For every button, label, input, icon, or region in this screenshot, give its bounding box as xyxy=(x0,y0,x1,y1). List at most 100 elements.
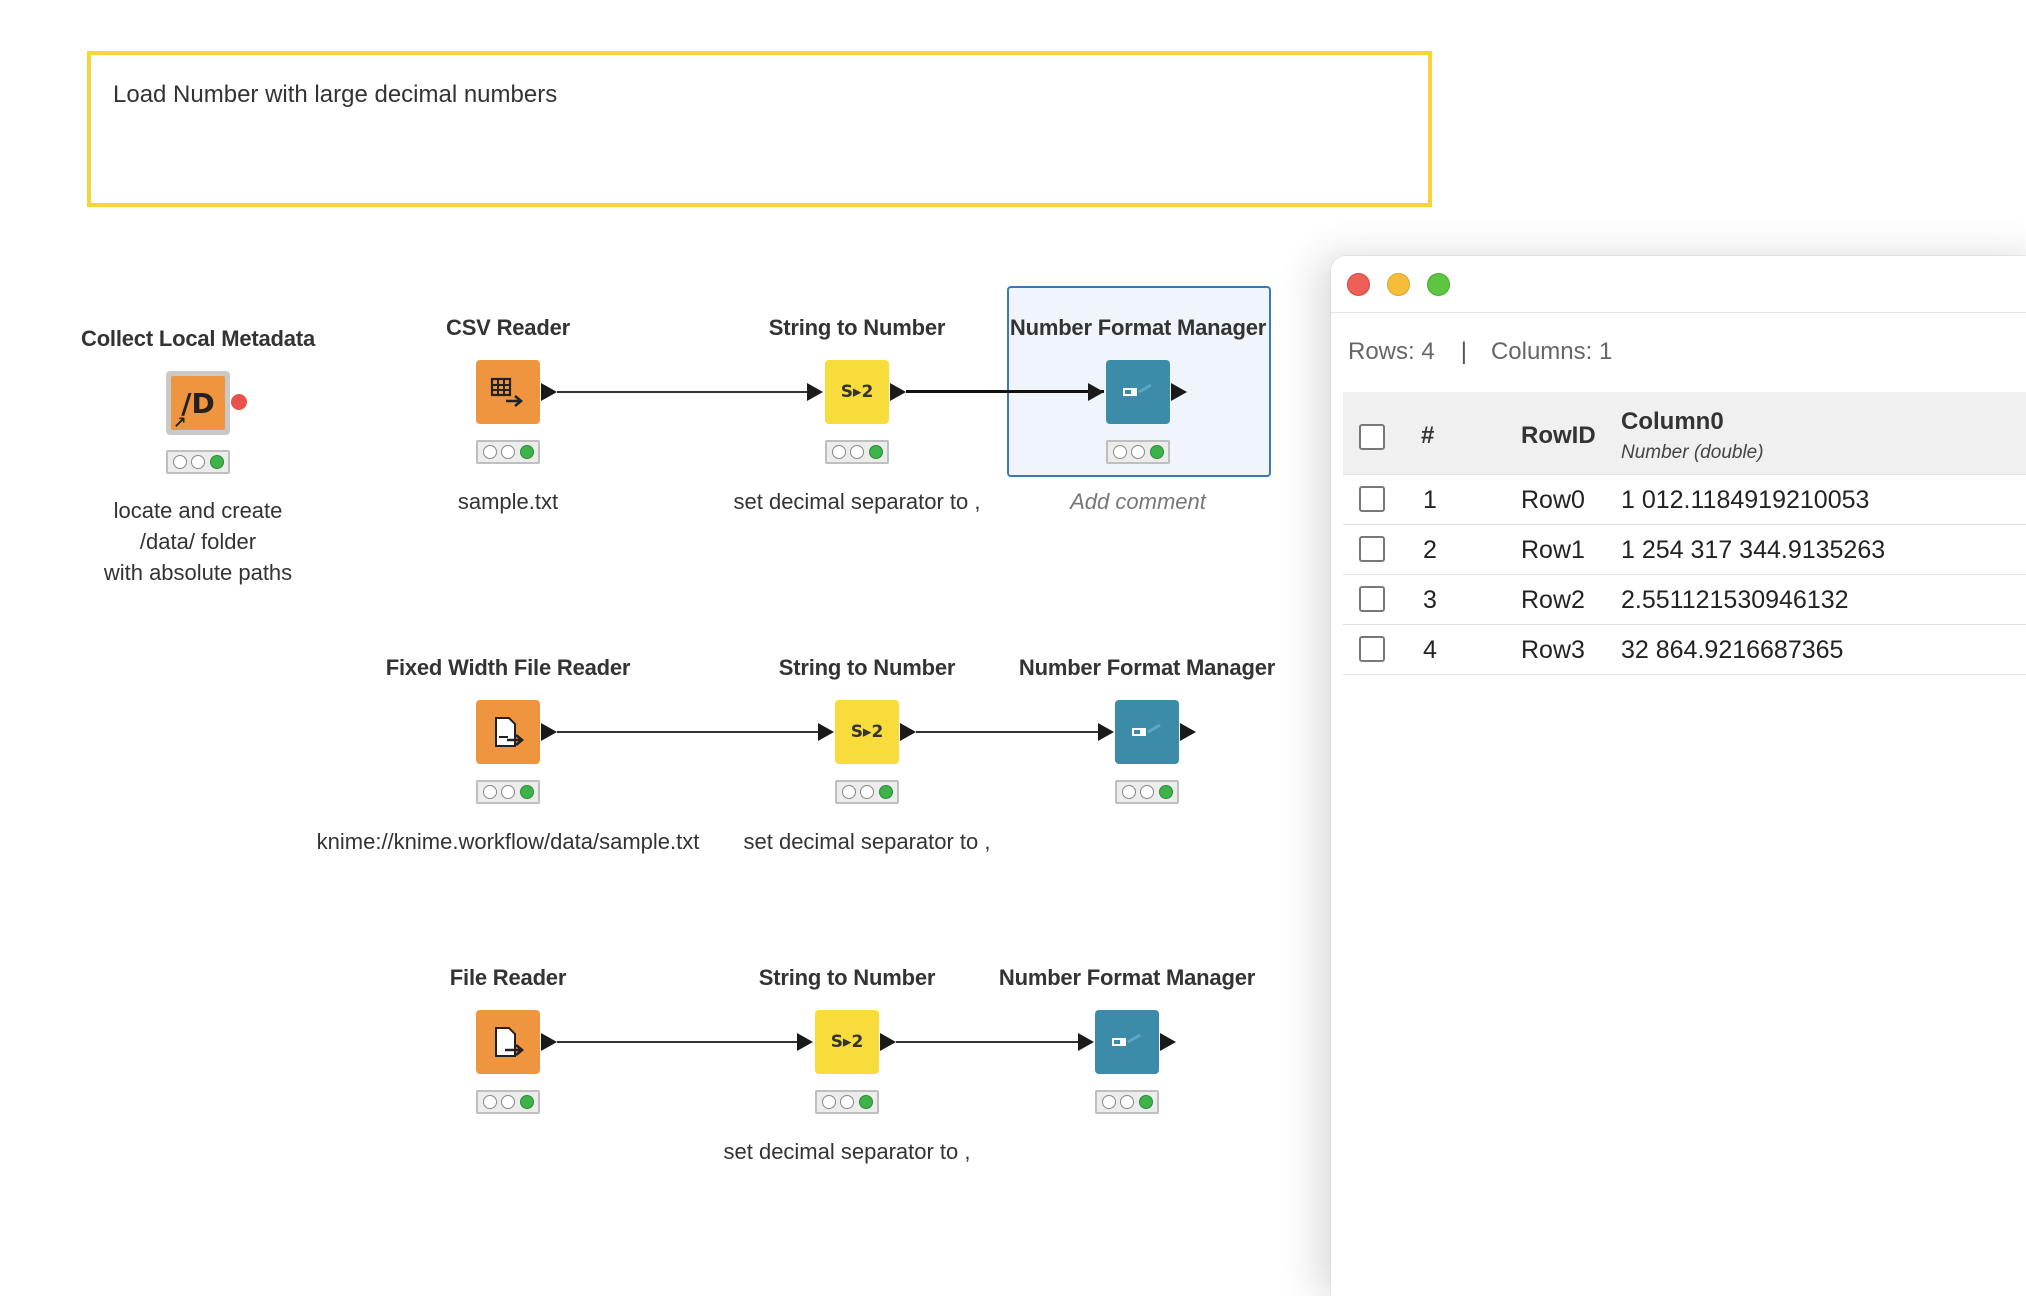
node-comment-fixed-width-reader[interactable]: knime://knime.workflow/data/sample.txt xyxy=(316,829,700,854)
node-status-light xyxy=(476,440,540,464)
string-to-number-node[interactable]: S▸2 xyxy=(825,360,889,424)
table-row[interactable]: 1 Row0 1 012.1184919210053 xyxy=(1343,474,2026,525)
node-title-csv-reader: CSV Reader xyxy=(446,315,570,340)
output-port[interactable] xyxy=(541,383,557,401)
table-import-icon xyxy=(490,377,524,407)
row-id: Row0 xyxy=(1521,486,1585,514)
maximize-window-button[interactable] xyxy=(1427,273,1450,296)
node-comment-string-to-number[interactable]: set decimal separator to , xyxy=(723,1139,971,1164)
connection-line[interactable] xyxy=(557,391,807,393)
row-id: Row1 xyxy=(1521,536,1585,564)
file-reader-node[interactable] xyxy=(476,1010,540,1074)
table-row[interactable]: 4 Row3 32 864.9216687365 xyxy=(1343,624,2026,675)
header-index[interactable]: # xyxy=(1421,422,1435,449)
row-index: 1 xyxy=(1423,486,1437,514)
node-comment-csv-reader[interactable]: sample.txt xyxy=(457,489,559,514)
output-port[interactable] xyxy=(880,1033,896,1051)
table-row[interactable]: 2 Row1 1 254 317 344.9135263 xyxy=(1343,524,2026,575)
row-id: Row2 xyxy=(1521,586,1585,614)
window-title-bar[interactable] xyxy=(1331,256,2026,313)
collect-metadata-node[interactable]: /D ↗ xyxy=(166,371,230,435)
node-title-collect-metadata: Collect Local Metadata xyxy=(81,326,315,351)
node-status-light xyxy=(1115,780,1179,804)
node-title-number-format-manager: Number Format Manager xyxy=(998,965,1256,990)
row-id: Row3 xyxy=(1521,636,1585,664)
workflow-annotation[interactable]: Load Number with large decimal numbers xyxy=(87,51,1432,207)
connection-line[interactable] xyxy=(557,731,818,733)
header-column0-type: Number (double) xyxy=(1621,442,1764,463)
minimize-window-button[interactable] xyxy=(1387,273,1410,296)
column-count: Columns: 1 xyxy=(1490,338,1613,365)
warning-indicator-icon xyxy=(231,394,247,410)
output-port[interactable] xyxy=(541,1033,557,1051)
node-status-light xyxy=(476,1090,540,1114)
node-status-light xyxy=(1095,1090,1159,1114)
output-port[interactable] xyxy=(1171,383,1187,401)
node-title-number-format-manager: Number Format Manager xyxy=(1009,315,1267,340)
table-stats: Rows: 4 | Columns: 1 xyxy=(1348,338,1612,366)
file-import-icon xyxy=(495,717,525,747)
connection-line[interactable] xyxy=(916,731,1098,733)
node-comment-string-to-number[interactable]: set decimal separator to , xyxy=(743,829,991,854)
output-port[interactable] xyxy=(541,723,557,741)
node-status-light xyxy=(1106,440,1170,464)
cell-value: 2.551121530946132 xyxy=(1621,586,1849,614)
connection-line[interactable] xyxy=(906,390,1104,393)
input-port[interactable] xyxy=(1098,723,1114,741)
table-header: # RowID Column0 Number (double) xyxy=(1343,392,2026,475)
fixed-width-reader-node[interactable] xyxy=(476,700,540,764)
number-format-icon xyxy=(1123,383,1152,396)
output-port[interactable] xyxy=(1160,1033,1176,1051)
output-port[interactable] xyxy=(900,723,916,741)
connection-line[interactable] xyxy=(557,1041,797,1043)
node-status-light xyxy=(476,780,540,804)
number-format-icon xyxy=(1112,1033,1141,1046)
output-port[interactable] xyxy=(890,383,906,401)
node-title-string-to-number: String to Number xyxy=(778,655,956,680)
csv-reader-node[interactable] xyxy=(476,360,540,424)
number-format-manager-node[interactable] xyxy=(1115,700,1179,764)
input-port[interactable] xyxy=(1078,1033,1094,1051)
node-status-light xyxy=(166,450,230,474)
input-port[interactable] xyxy=(807,383,823,401)
node-status-light xyxy=(815,1090,879,1114)
close-window-button[interactable] xyxy=(1347,273,1370,296)
node-title-number-format-manager: Number Format Manager xyxy=(1018,655,1276,680)
node-comment-string-to-number[interactable]: set decimal separator to , xyxy=(733,489,981,514)
output-port[interactable] xyxy=(1180,723,1196,741)
file-import-icon xyxy=(495,1027,525,1057)
string-to-number-icon: S▸2 xyxy=(840,382,874,402)
connection-line[interactable] xyxy=(896,1041,1078,1043)
add-comment-placeholder[interactable]: Add comment xyxy=(1070,489,1206,514)
input-port[interactable] xyxy=(818,723,834,741)
string-to-number-icon: S▸2 xyxy=(850,722,884,742)
string-to-number-node[interactable]: S▸2 xyxy=(815,1010,879,1074)
input-port[interactable] xyxy=(1088,383,1104,401)
row-index: 4 xyxy=(1423,636,1437,664)
row-checkbox[interactable] xyxy=(1359,636,1385,662)
metadata-d-icon: /D ↗ xyxy=(171,376,225,432)
input-port[interactable] xyxy=(797,1033,813,1051)
node-title-string-to-number: String to Number xyxy=(758,965,936,990)
string-to-number-node[interactable]: S▸2 xyxy=(835,700,899,764)
header-column0[interactable]: Column0 xyxy=(1621,408,1724,435)
number-format-manager-node[interactable] xyxy=(1095,1010,1159,1074)
node-title-fixed-width-reader: Fixed Width File Reader xyxy=(385,655,631,680)
cell-value: 1 254 317 344.9135263 xyxy=(1621,536,1886,564)
table-view-window[interactable]: Rows: 4 | Columns: 1 # RowID Column0 Numbe… xyxy=(1331,256,2026,1296)
row-count: Rows: 4 xyxy=(1348,338,1435,365)
number-format-icon xyxy=(1132,723,1161,736)
node-comment-collect-metadata[interactable]: locate and create /data/ folder with abs… xyxy=(103,498,293,585)
row-checkbox[interactable] xyxy=(1359,536,1385,562)
node-title-file-reader: File Reader xyxy=(449,965,567,990)
stats-separator: | xyxy=(1460,338,1467,365)
table-row[interactable]: 3 Row2 2.551121530946132 xyxy=(1343,574,2026,625)
row-checkbox[interactable] xyxy=(1359,486,1385,512)
select-all-checkbox[interactable] xyxy=(1359,424,1385,450)
header-rowid[interactable]: RowID xyxy=(1521,422,1596,449)
number-format-manager-node[interactable] xyxy=(1106,360,1170,424)
row-checkbox[interactable] xyxy=(1359,586,1385,612)
cell-value: 32 864.9216687365 xyxy=(1621,636,1844,664)
row-index: 3 xyxy=(1423,586,1437,614)
